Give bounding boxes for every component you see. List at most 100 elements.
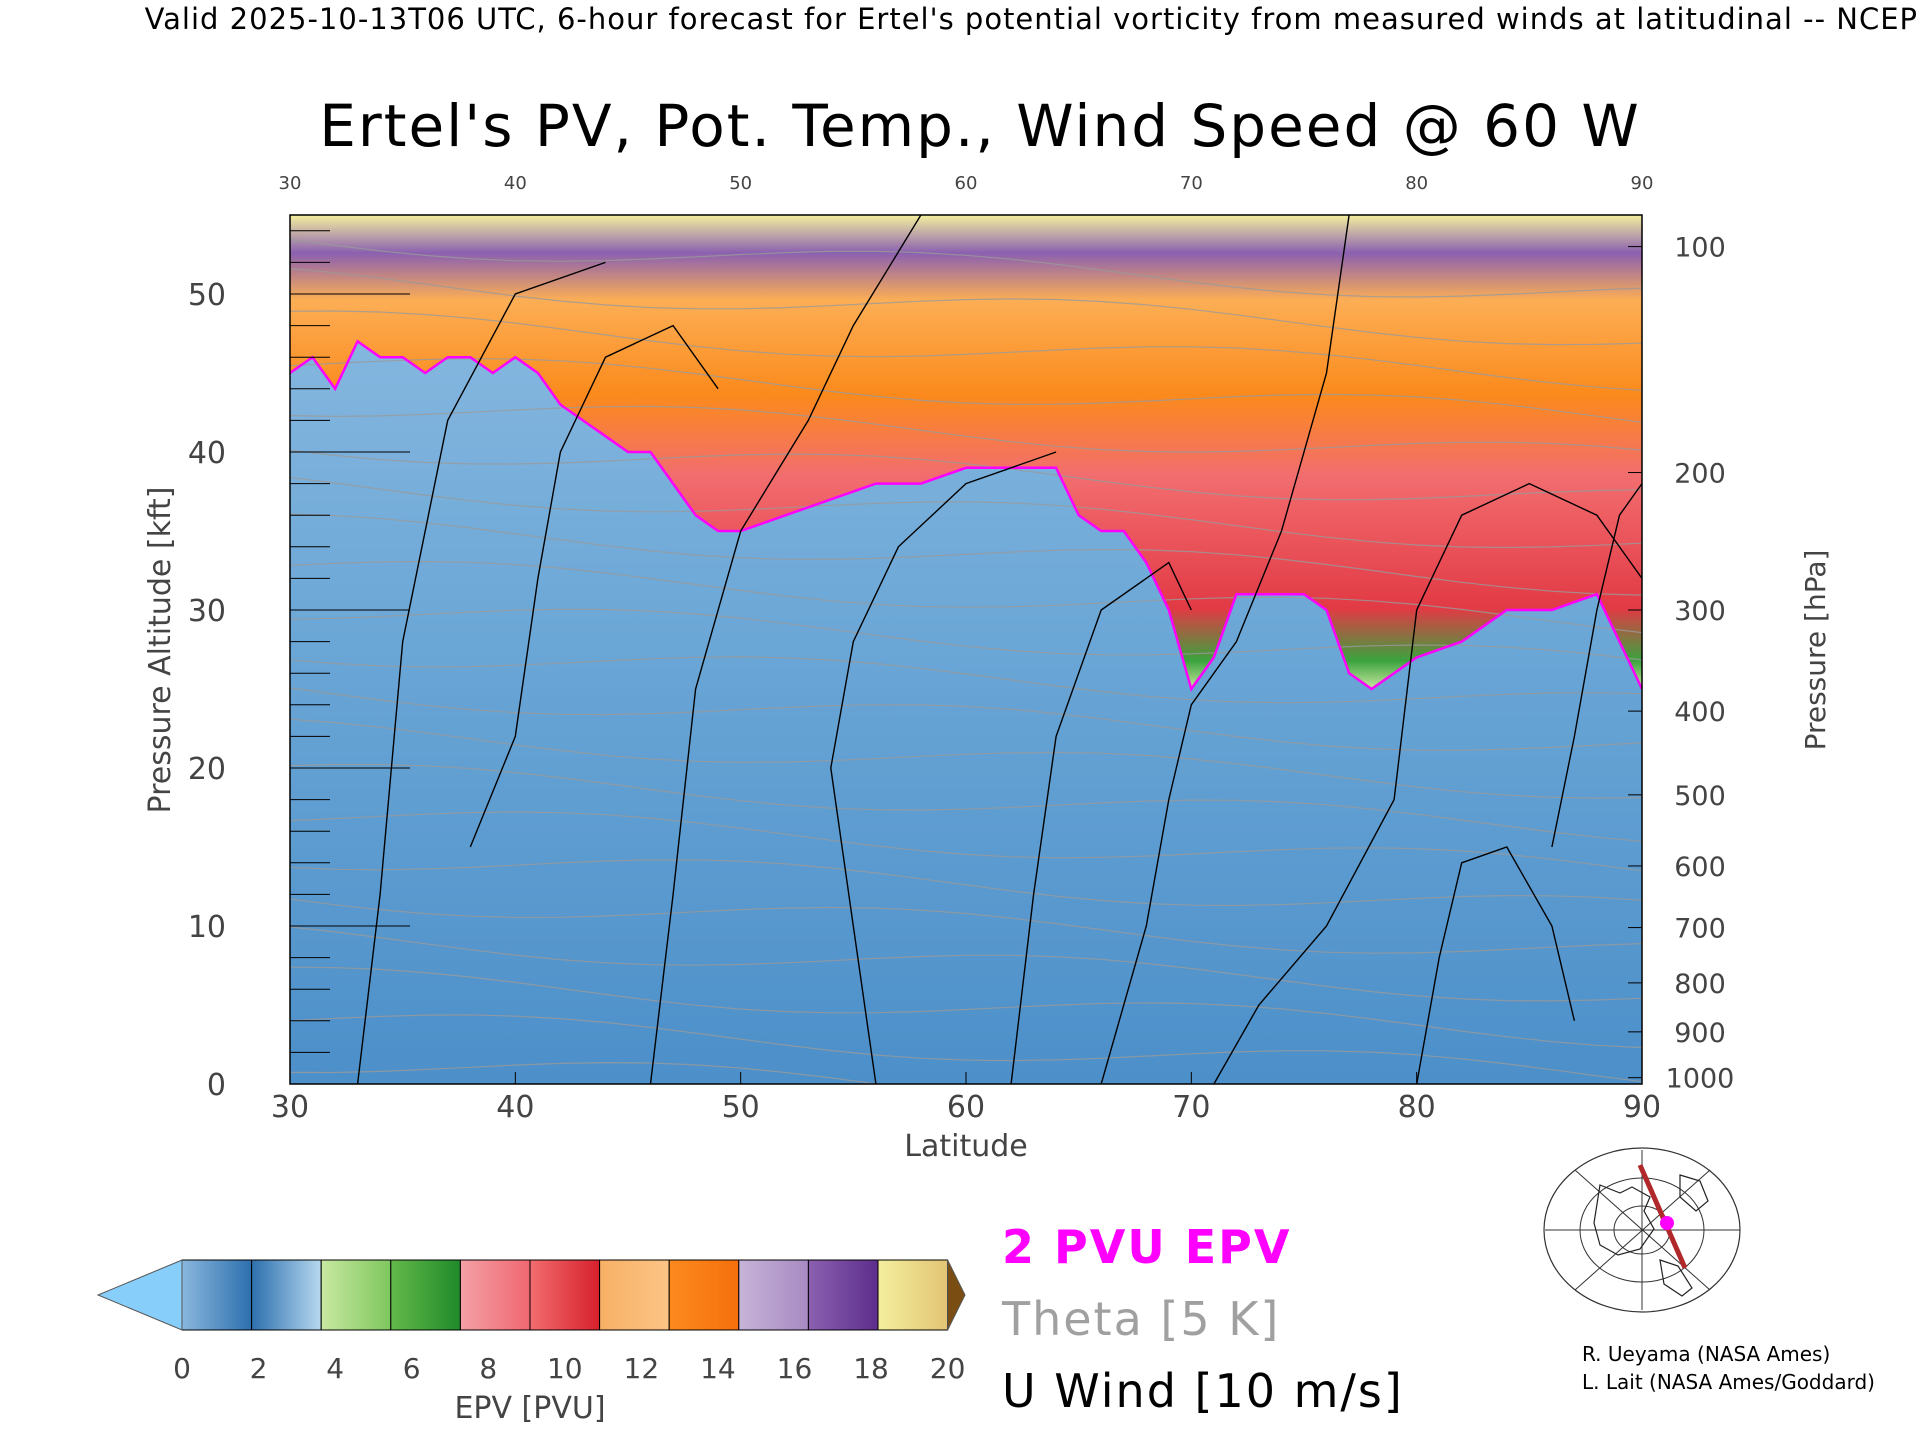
credit-line-2: L. Lait (NASA Ames/Goddard) — [1582, 1370, 1875, 1394]
tropopause-2pvu-contour — [290, 339, 1642, 692]
theta-contour — [290, 687, 1642, 751]
colorbar-bin — [807, 1259, 879, 1331]
y-axis: 0 10 20 30 40 50 — [188, 230, 410, 1103]
theta-contour — [290, 656, 1642, 704]
colorbar-bin — [599, 1259, 670, 1331]
colorbar-bin — [320, 1259, 392, 1331]
top-tick-label: 30 — [279, 173, 302, 194]
x-tick-label: 90 — [1623, 1090, 1661, 1125]
colorbar-bin — [181, 1259, 253, 1331]
x-tick-label: 60 — [947, 1090, 985, 1125]
colorbar-bin — [738, 1259, 809, 1331]
theta-contour — [290, 449, 1642, 501]
legend-pv-contour: 2 PVU EPV — [1002, 1220, 1292, 1274]
pressure-tick-label: 200 — [1674, 459, 1726, 490]
theta-contour — [290, 358, 1642, 423]
colorbar-tick-label: 10 — [547, 1352, 583, 1385]
colorbar-tick-label: 14 — [700, 1352, 736, 1385]
theta-contour — [290, 1014, 1642, 1083]
colorbar-tick-label: 16 — [777, 1352, 813, 1385]
pressure-axis-label: Pressure [hPa] — [1799, 550, 1832, 751]
colorbar-tick-label: 12 — [624, 1352, 660, 1385]
x-axis-label: Latitude — [904, 1129, 1027, 1164]
x-tick-label: 30 — [271, 1090, 309, 1125]
colorbar-under-arrow — [96, 1259, 183, 1331]
inset-map — [1543, 1147, 1741, 1313]
x-tick-label: 50 — [722, 1090, 760, 1125]
pressure-axis: 1000 900 800 700 600 500 400 300 200 100 — [1628, 233, 1734, 1095]
wind-contour — [1010, 561, 1192, 1084]
theta-contour — [290, 560, 1642, 634]
inset-location-marker — [1660, 1216, 1674, 1230]
colorbar: 0 2 4 6 8 10 12 14 16 18 20 — [96, 1259, 966, 1385]
stratosphere-fill — [290, 215, 1642, 689]
theta-contour — [290, 763, 1642, 842]
x-tick-label: 80 — [1398, 1090, 1436, 1125]
theta-contour — [290, 405, 1642, 453]
colorbar-bin — [529, 1259, 601, 1331]
y-tick-label: 30 — [188, 594, 226, 629]
top-tick-label: 60 — [955, 173, 978, 194]
colorbar-tick-label: 4 — [326, 1352, 344, 1385]
y-tick-label: 50 — [188, 278, 226, 313]
x-axis: 30 40 50 60 70 80 90 — [271, 1072, 1661, 1125]
colorbar-tick-label: 6 — [403, 1352, 421, 1385]
pressure-tick-label: 300 — [1674, 596, 1726, 627]
pressure-tick-label: 1000 — [1666, 1064, 1735, 1095]
theta-contour — [290, 267, 1642, 346]
colorbar-label: EPV [PVU] — [454, 1391, 605, 1426]
wind-contour — [1416, 846, 1576, 1084]
y-tick-label: 0 — [207, 1068, 226, 1103]
theta-contour — [290, 238, 1642, 298]
x-tick-label: 40 — [496, 1090, 534, 1125]
credit-line-1: R. Ueyama (NASA Ames) — [1582, 1342, 1831, 1366]
colorbar-tick-label: 2 — [250, 1352, 268, 1385]
theta-contour — [290, 513, 1642, 596]
theta-contour — [290, 608, 1642, 661]
y-tick-label: 20 — [188, 752, 226, 787]
pressure-tick-label: 600 — [1674, 852, 1726, 883]
colorbar-tick-label: 20 — [930, 1352, 966, 1385]
wind-contour — [830, 451, 1057, 1084]
pressure-tick-label: 900 — [1674, 1018, 1726, 1049]
theta-contour — [290, 811, 1642, 872]
pressure-tick-label: 400 — [1674, 697, 1726, 728]
wind-contour — [1213, 482, 1642, 1084]
x-tick-label: 70 — [1172, 1090, 1210, 1125]
pressure-tick-label: 700 — [1674, 914, 1726, 945]
wind-contours — [356, 215, 1642, 1084]
legend-theta: Theta [5 K] — [1002, 1292, 1281, 1346]
wind-contour — [649, 215, 922, 1084]
theta-contours — [290, 238, 1642, 1084]
top-tick-label: 50 — [729, 173, 752, 194]
legend-wind: U Wind [10 m/s] — [1002, 1364, 1404, 1418]
top-tick-label: 90 — [1631, 173, 1654, 194]
theta-contour — [290, 718, 1642, 799]
colorbar-bin — [668, 1259, 740, 1331]
inset-cross-section-line — [1637, 1163, 1688, 1270]
y-tick-label: 40 — [188, 436, 226, 471]
colorbar-tick-label: 0 — [173, 1352, 191, 1385]
pressure-tick-label: 500 — [1674, 781, 1726, 812]
pressure-tick-label: 800 — [1674, 969, 1726, 1000]
colorbar-bin — [390, 1259, 461, 1331]
pressure-tick-label: 100 — [1674, 233, 1726, 264]
colorbar-over-arrow — [947, 1259, 966, 1331]
theta-contour — [290, 859, 1642, 907]
theta-contour — [290, 926, 1642, 1002]
wind-contour — [469, 324, 719, 848]
colorbar-bin — [459, 1259, 531, 1331]
theta-contour — [290, 1061, 882, 1084]
colorbar-bin — [251, 1259, 322, 1331]
colorbar-bin — [877, 1259, 949, 1331]
top-tick-label: 40 — [504, 173, 527, 194]
top-tick-label: 80 — [1405, 173, 1428, 194]
wind-contour — [1551, 483, 1642, 848]
y-axis-label: Pressure Altitude [kft] — [143, 487, 178, 814]
chart-title: Ertel's PV, Pot. Temp., Wind Speed @ 60 … — [319, 92, 1641, 160]
header-valid-time: Valid 2025-10-13T06 UTC, 6-hour forecast… — [144, 2, 1918, 36]
wind-contour — [1100, 215, 1350, 1084]
theta-contour — [290, 476, 1642, 549]
top-axis: 30 40 50 60 70 80 90 — [279, 173, 1654, 194]
